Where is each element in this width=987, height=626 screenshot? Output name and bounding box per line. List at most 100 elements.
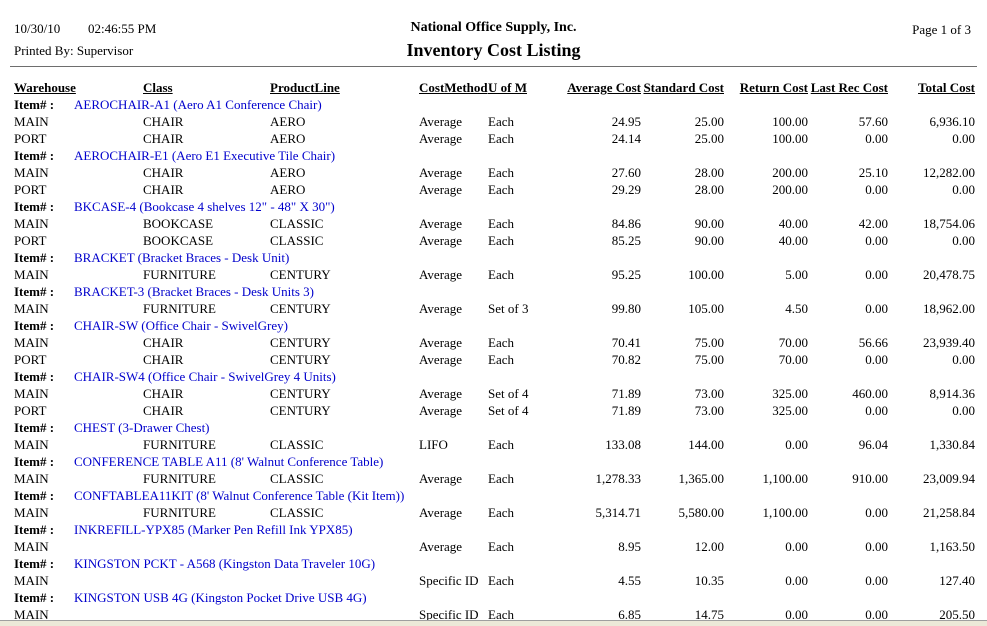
cell-total-cost: 20,478.75 <box>923 267 975 282</box>
item-code-link[interactable]: CHAIR-SW4 (Office Chair - SwivelGrey 4 U… <box>74 369 336 384</box>
cell-standard-cost: 73.00 <box>694 403 724 418</box>
report-table: Warehouse Class ProductLine CostMethod U… <box>14 77 975 623</box>
cell-product-line: CLASSIC <box>270 437 324 452</box>
cell-warehouse: MAIN <box>14 165 49 180</box>
cell-product-line: CLASSIC <box>270 471 324 486</box>
warehouse-data-row: MAIN FURNITURE CENTURY Average Set of 3 99.80… <box>14 300 975 317</box>
cell-total-cost: 0.00 <box>952 403 975 418</box>
cell-class: BOOKCASE <box>143 216 214 231</box>
item-group-row: Item# : INKREFILL-YPX85 (Marker Pen Refil… <box>14 521 975 538</box>
cell-return-cost: 0.00 <box>785 573 808 588</box>
cell-standard-cost: 28.00 <box>694 165 724 180</box>
cell-class <box>143 572 270 589</box>
cell-warehouse: MAIN <box>14 114 49 129</box>
cell-return-cost: 5.00 <box>785 267 808 282</box>
item-code-link[interactable]: AEROCHAIR-E1 (Aero E1 Executive Tile Cha… <box>74 148 336 163</box>
cell-total-cost: 12,282.00 <box>923 165 975 180</box>
cell-cost-method: Average <box>419 165 463 180</box>
cell-warehouse: MAIN <box>14 573 49 588</box>
cell-standard-cost: 90.00 <box>694 216 724 231</box>
cell-return-cost: 200.00 <box>772 165 808 180</box>
cell-last-rec-cost: 460.00 <box>852 386 888 401</box>
cell-total-cost: 0.00 <box>952 182 975 197</box>
item-code-link[interactable]: CONFTABLEA11KIT (8' Walnut Conference Ta… <box>74 488 405 503</box>
item-code-link[interactable]: AEROCHAIR-A1 (Aero A1 Conference Chair) <box>74 97 322 112</box>
item-code-link[interactable]: BKCASE-4 (Bookcase 4 shelves 12" - 48" X… <box>74 199 335 214</box>
column-header-row: Warehouse Class ProductLine CostMethod U… <box>14 77 975 96</box>
cell-total-cost: 0.00 <box>952 233 975 248</box>
item-code-link[interactable]: BRACKET (Bracket Braces - Desk Unit) <box>74 250 290 265</box>
col-header-standard-cost: Standard Cost <box>643 80 724 95</box>
col-header-return-cost: Return Cost <box>739 80 808 95</box>
col-header-product-line: ProductLine <box>270 80 340 95</box>
item-group-row: Item# : CONFERENCE TABLE A11 (8' Walnut C… <box>14 453 975 470</box>
warehouse-data-row: MAIN Specific ID Each 4.55 10.35 0.00 0.00 127.… <box>14 572 975 589</box>
cell-class: CHAIR <box>143 335 184 350</box>
item-code-link[interactable]: KINGSTON PCKT - A568 (Kingston Data Trav… <box>74 556 376 571</box>
cell-standard-cost: 28.00 <box>694 182 724 197</box>
cell-total-cost: 0.00 <box>952 352 975 367</box>
item-code-link[interactable]: CHAIR-SW (Office Chair - SwivelGrey) <box>74 318 288 333</box>
cell-total-cost: 18,754.06 <box>923 216 975 231</box>
report-title: Inventory Cost Listing <box>406 40 581 60</box>
cell-product-line: AERO <box>270 131 306 146</box>
cell-product-line: CLASSIC <box>270 216 324 231</box>
item-group-row: Item# : KINGSTON PCKT - A568 (Kingston Da… <box>14 555 975 572</box>
item-number-label: Item# : <box>14 250 55 265</box>
item-group-row: Item# : CHEST (3-Drawer Chest) <box>14 419 975 436</box>
warehouse-data-row: PORT CHAIR CENTURY Average Each 70.82 75.00 70.… <box>14 351 975 368</box>
warehouse-data-row: MAIN CHAIR AERO Average Each 24.95 25.00 100.00… <box>14 113 975 130</box>
cell-warehouse: PORT <box>14 352 47 367</box>
cell-cost-method: Average <box>419 182 463 197</box>
item-group-row: Item# : AEROCHAIR-A1 (Aero A1 Conference … <box>14 96 975 113</box>
cell-last-rec-cost: 0.00 <box>865 301 888 316</box>
item-code-link[interactable]: KINGSTON USB 4G (Kingston Pocket Drive U… <box>74 590 367 605</box>
cell-product-line: CENTURY <box>270 301 331 316</box>
cell-standard-cost: 90.00 <box>694 233 724 248</box>
cell-total-cost: 205.50 <box>939 607 975 622</box>
page-indicator: Page 1 of 3 <box>912 22 971 37</box>
item-code-link[interactable]: CONFERENCE TABLE A11 (8' Walnut Conferen… <box>74 454 384 469</box>
cell-average-cost: 133.08 <box>605 437 641 452</box>
cell-class <box>143 538 270 555</box>
cell-product-line: CENTURY <box>270 335 331 350</box>
warehouse-data-row: PORT CHAIR AERO Average Each 29.29 28.00 200.00… <box>14 181 975 198</box>
cell-return-cost: 40.00 <box>778 233 808 248</box>
cell-last-rec-cost: 42.00 <box>858 216 888 231</box>
cell-uom: Each <box>488 165 514 180</box>
item-group-row: Item# : CHAIR-SW4 (Office Chair - SwivelG… <box>14 368 975 385</box>
cell-cost-method: Average <box>419 386 463 401</box>
cell-product-line <box>270 538 419 555</box>
cell-last-rec-cost: 0.00 <box>865 233 888 248</box>
item-code-link[interactable]: INKREFILL-YPX85 (Marker Pen Refill Ink Y… <box>74 522 353 537</box>
cell-return-cost: 325.00 <box>772 386 808 401</box>
cell-warehouse: MAIN <box>14 505 49 520</box>
cell-warehouse: MAIN <box>14 386 49 401</box>
page-bottom-edge <box>0 620 987 626</box>
cell-last-rec-cost: 0.00 <box>865 267 888 282</box>
cell-average-cost: 70.41 <box>611 335 641 350</box>
item-code-link[interactable]: CHEST (3-Drawer Chest) <box>74 420 210 435</box>
cell-uom: Each <box>488 352 514 367</box>
cell-class: CHAIR <box>143 165 184 180</box>
cell-total-cost: 1,163.50 <box>929 539 976 554</box>
cell-return-cost: 0.00 <box>785 607 808 622</box>
cell-last-rec-cost: 25.10 <box>858 165 888 180</box>
cell-warehouse: MAIN <box>14 301 49 316</box>
cell-return-cost: 70.00 <box>778 335 808 350</box>
item-group-row: Item# : KINGSTON USB 4G (Kingston Pocket … <box>14 589 975 606</box>
item-number-label: Item# : <box>14 454 55 469</box>
cell-class: CHAIR <box>143 386 184 401</box>
cell-class: FURNITURE <box>143 301 216 316</box>
item-code-link[interactable]: BRACKET-3 (Bracket Braces - Desk Units 3… <box>74 284 314 299</box>
cell-cost-method: Specific ID <box>419 573 479 588</box>
col-header-cost-method: CostMethod <box>419 80 488 95</box>
cell-average-cost: 24.14 <box>611 131 641 146</box>
cell-standard-cost: 12.00 <box>694 539 724 554</box>
cell-return-cost: 1,100.00 <box>762 471 809 486</box>
cell-warehouse: MAIN <box>14 335 49 350</box>
cell-warehouse: MAIN <box>14 216 49 231</box>
cell-total-cost: 127.40 <box>939 573 975 588</box>
cell-last-rec-cost: 0.00 <box>865 403 888 418</box>
